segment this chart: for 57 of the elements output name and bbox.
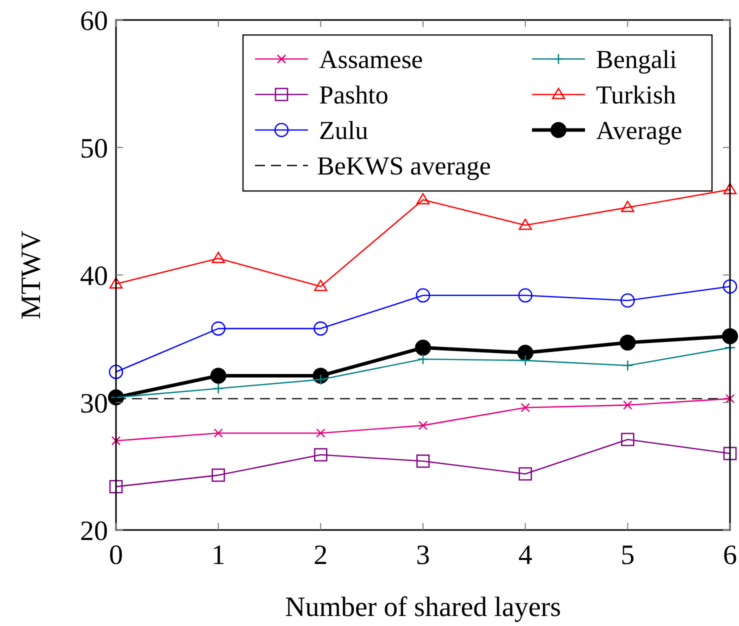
legend-label: Pashto xyxy=(319,80,388,110)
point xyxy=(723,446,737,460)
point xyxy=(722,279,738,294)
point xyxy=(109,480,123,494)
x-tick-label: 1 xyxy=(211,540,226,571)
y-axis-title: MTWV xyxy=(16,230,47,320)
point xyxy=(416,288,430,303)
point xyxy=(517,344,534,361)
point xyxy=(417,354,429,365)
y-tick-label: 60 xyxy=(80,6,108,37)
x-tick-label: 0 xyxy=(109,540,123,571)
point xyxy=(416,193,430,204)
point xyxy=(621,432,634,446)
x-axis-title: Number of shared layers xyxy=(284,592,562,623)
point xyxy=(210,368,226,384)
legend-label: Assamese xyxy=(319,45,423,74)
y-tick-label: 50 xyxy=(80,134,108,164)
x-tick-label: 5 xyxy=(620,540,635,571)
point xyxy=(520,402,530,412)
point xyxy=(212,252,225,264)
point xyxy=(620,334,636,351)
point xyxy=(314,321,328,336)
y-tick-label: 30 xyxy=(80,388,108,420)
point xyxy=(725,394,735,404)
legend-label: BeKWS average xyxy=(317,152,491,180)
point xyxy=(108,364,124,380)
point xyxy=(314,280,328,292)
point xyxy=(723,182,737,194)
x-tick-label: 6 xyxy=(723,540,737,571)
point xyxy=(518,467,532,481)
point xyxy=(623,400,632,410)
point xyxy=(109,277,123,289)
point xyxy=(418,420,428,430)
legend-label: Zulu xyxy=(319,116,368,145)
point xyxy=(416,454,430,468)
point xyxy=(520,354,531,366)
legend-label: Average xyxy=(596,116,682,145)
point xyxy=(212,382,224,394)
y-tick-label: 40 xyxy=(80,261,108,292)
point xyxy=(622,360,634,372)
x-tick-label: 4 xyxy=(518,540,532,571)
point xyxy=(316,428,326,438)
point xyxy=(211,321,226,336)
y-tick-label: 20 xyxy=(80,516,108,547)
legend-label: Turkish xyxy=(596,80,676,110)
point xyxy=(415,340,431,356)
point xyxy=(518,288,532,303)
point xyxy=(212,468,225,482)
point xyxy=(620,293,635,308)
point xyxy=(314,448,328,462)
point xyxy=(214,428,223,438)
point xyxy=(111,436,121,446)
point xyxy=(518,218,532,230)
x-tick-label: 2 xyxy=(314,540,328,571)
legend-label: Bengali xyxy=(596,45,677,74)
x-tick-label: 3 xyxy=(416,540,430,571)
point xyxy=(621,200,634,212)
